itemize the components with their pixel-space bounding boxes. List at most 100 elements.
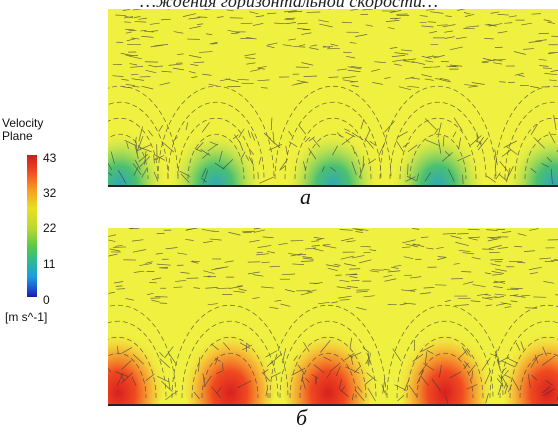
- flow-vector: [250, 69, 260, 72]
- flow-vector: [384, 120, 395, 133]
- velocity-field-plot-b: [108, 228, 558, 406]
- flow-vector: [302, 380, 306, 389]
- flow-vector: [308, 136, 315, 142]
- flow-vector: [126, 141, 129, 149]
- flow-vector: [238, 288, 247, 292]
- flow-vector: [194, 148, 202, 152]
- flow-vector: [216, 16, 224, 18]
- flow-vector: [257, 245, 272, 248]
- flow-vector: [369, 270, 380, 273]
- flow-vector: [504, 306, 512, 308]
- flow-vector: [530, 124, 538, 135]
- flow-vector: [128, 228, 135, 230]
- flow-vector: [347, 354, 354, 359]
- flow-vector: [270, 372, 281, 378]
- flow-vector: [352, 393, 354, 401]
- velocity-spot-1: [108, 119, 168, 187]
- flow-vector: [113, 281, 124, 284]
- flow-vector: [345, 366, 360, 374]
- flow-vector: [493, 286, 503, 288]
- flow-vector: [116, 373, 124, 386]
- flow-vector: [416, 369, 425, 384]
- flow-vector: [346, 286, 358, 288]
- flow-vector: [249, 11, 259, 15]
- flow-vector: [336, 286, 351, 290]
- flow-vector: [327, 47, 340, 50]
- flow-vector: [539, 65, 549, 67]
- flow-vector: [237, 79, 249, 81]
- flow-vector: [394, 63, 402, 66]
- flow-vector: [269, 306, 279, 309]
- flow-vector: [445, 15, 452, 18]
- flow-vector: [124, 139, 137, 146]
- flow-vector: [138, 154, 149, 162]
- flow-vector: [278, 242, 288, 246]
- flow-vector: [327, 267, 338, 272]
- flow-vector: [195, 142, 204, 151]
- flow-vector: [165, 390, 178, 401]
- flow-vector: [517, 261, 526, 264]
- flow-vector: [484, 37, 494, 40]
- flow-vector: [548, 131, 556, 144]
- flow-vector: [328, 76, 339, 78]
- flow-vector: [340, 386, 346, 392]
- flow-vector: [266, 45, 275, 49]
- flow-vector: [300, 291, 313, 296]
- flow-vector: [352, 228, 363, 231]
- flow-vector: [497, 247, 508, 249]
- flow-vector: [124, 21, 131, 23]
- panel-label-a: а: [300, 184, 311, 209]
- flow-vector: [433, 66, 441, 68]
- flow-vector: [137, 146, 152, 153]
- flow-vector: [493, 280, 506, 284]
- flow-vector: [203, 240, 213, 244]
- flow-vector: [530, 354, 539, 368]
- flow-vector: [112, 75, 124, 78]
- flow-vector: [529, 272, 538, 275]
- flow-vector: [266, 360, 273, 367]
- flow-vector: [125, 298, 135, 301]
- flow-vector: [133, 270, 145, 273]
- flow-vector: [424, 172, 431, 182]
- flow-vector: [421, 55, 432, 59]
- flow-vector: [362, 347, 370, 353]
- flow-vector: [153, 171, 159, 182]
- flow-vector: [357, 386, 363, 393]
- flow-vector: [203, 375, 212, 388]
- vortex-arc: [108, 117, 159, 180]
- flow-vector: [159, 352, 164, 358]
- flow-vector: [341, 237, 354, 242]
- flow-vector: [252, 297, 260, 300]
- vortex-arc: [524, 133, 558, 180]
- flow-vector: [216, 287, 230, 289]
- flow-vector: [173, 286, 183, 288]
- flow-vector: [360, 118, 365, 130]
- flow-vector: [449, 46, 463, 51]
- flow-vector: [211, 386, 221, 399]
- flow-vector: [269, 265, 280, 268]
- flow-vector: [452, 131, 457, 138]
- flow-vector: [335, 365, 341, 377]
- flow-vector: [456, 36, 467, 40]
- vortex-arc: [279, 320, 377, 399]
- flow-vector: [382, 377, 386, 394]
- flow-vector: [434, 128, 439, 135]
- flow-vector: [366, 372, 377, 382]
- flow-vector: [339, 229, 353, 231]
- flow-vector: [517, 233, 527, 236]
- flow-vector: [331, 301, 339, 304]
- flow-vector: [193, 287, 201, 289]
- flow-vector: [507, 384, 513, 393]
- flow-vector: [471, 256, 481, 260]
- flow-vector: [232, 134, 239, 140]
- flow-vector: [515, 342, 521, 351]
- flow-vector: [391, 266, 399, 269]
- flow-vector: [453, 117, 463, 131]
- flow-vector: [437, 256, 446, 258]
- flow-vector: [468, 364, 476, 374]
- flow-vector: [555, 294, 558, 296]
- vortex-arc: [269, 304, 387, 399]
- flow-vector: [126, 38, 136, 42]
- flow-vector: [253, 228, 262, 230]
- flow-vector: [490, 11, 500, 14]
